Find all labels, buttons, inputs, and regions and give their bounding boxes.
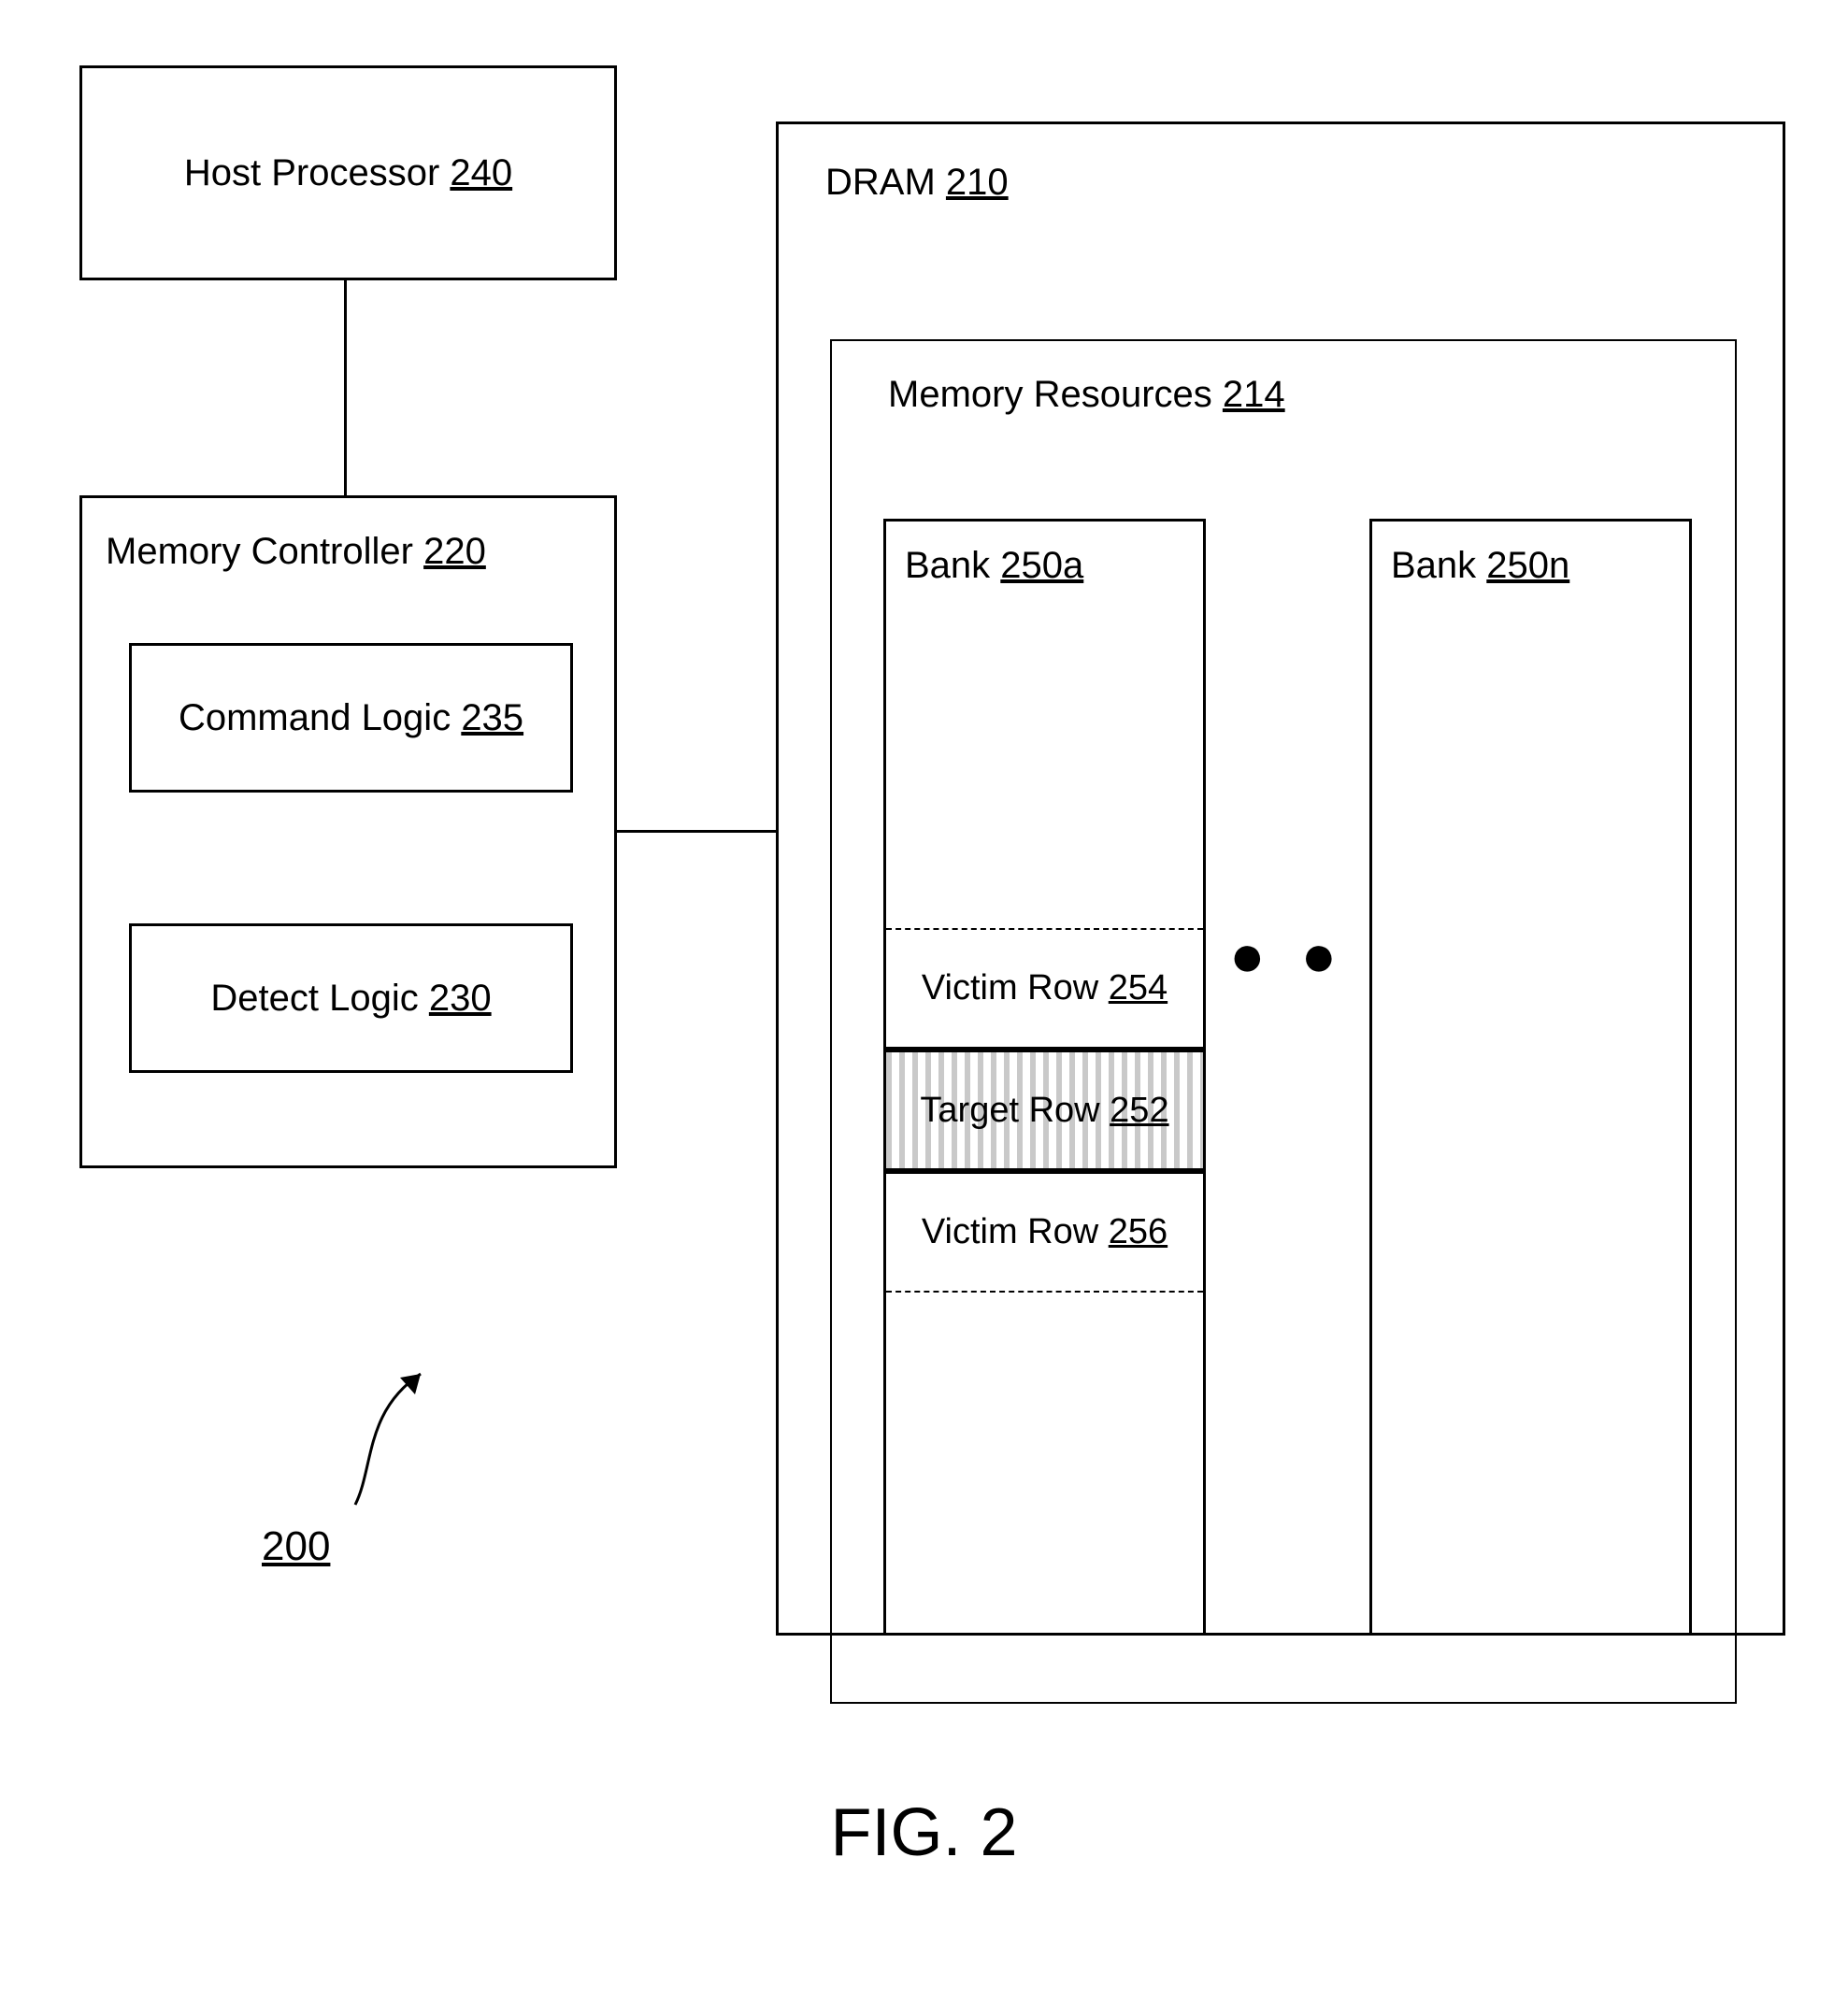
command-logic-label: Command Logic 235 (179, 697, 523, 739)
dram-block: DRAM 210 Memory Resources 214 Bank 250a … (776, 121, 1785, 1636)
memory-resources-block: Memory Resources 214 Bank 250a Victim Ro… (830, 339, 1737, 1704)
victim-row-256: Victim Row 256 (886, 1171, 1203, 1293)
target-row-252-label: Target Row 252 (920, 1091, 1168, 1131)
victim-row-256-label: Victim Row 256 (922, 1212, 1168, 1252)
connector-host-mc (344, 280, 347, 495)
dram-label: DRAM 210 (825, 162, 1009, 204)
memory-controller-label: Memory Controller 220 (106, 531, 486, 573)
target-row-252: Target Row 252 (886, 1050, 1203, 1171)
figure-caption: FIG. 2 (0, 1794, 1848, 1871)
command-logic-block: Command Logic 235 (129, 643, 573, 793)
reference-arrow-icon (327, 1336, 458, 1523)
host-processor-block: Host Processor 240 (79, 65, 617, 280)
victim-row-254: Victim Row 254 (886, 928, 1203, 1050)
bank-a-block: Bank 250a Victim Row 254 Target Row 252 … (883, 519, 1206, 1636)
detect-logic-label: Detect Logic 230 (210, 978, 491, 1020)
bank-n-block: Bank 250n (1369, 519, 1692, 1636)
memory-controller-block: Memory Controller 220 Command Logic 235 … (79, 495, 617, 1168)
figure-reference-200: 200 (262, 1523, 330, 1570)
detect-logic-block: Detect Logic 230 (129, 923, 573, 1073)
victim-row-254-label: Victim Row 254 (922, 968, 1168, 1008)
host-processor-label: Host Processor 240 (184, 152, 512, 194)
bank-a-label: Bank 250a (905, 545, 1083, 587)
memory-resources-label: Memory Resources 214 (888, 374, 1285, 416)
bank-n-label: Bank 250n (1391, 545, 1569, 587)
